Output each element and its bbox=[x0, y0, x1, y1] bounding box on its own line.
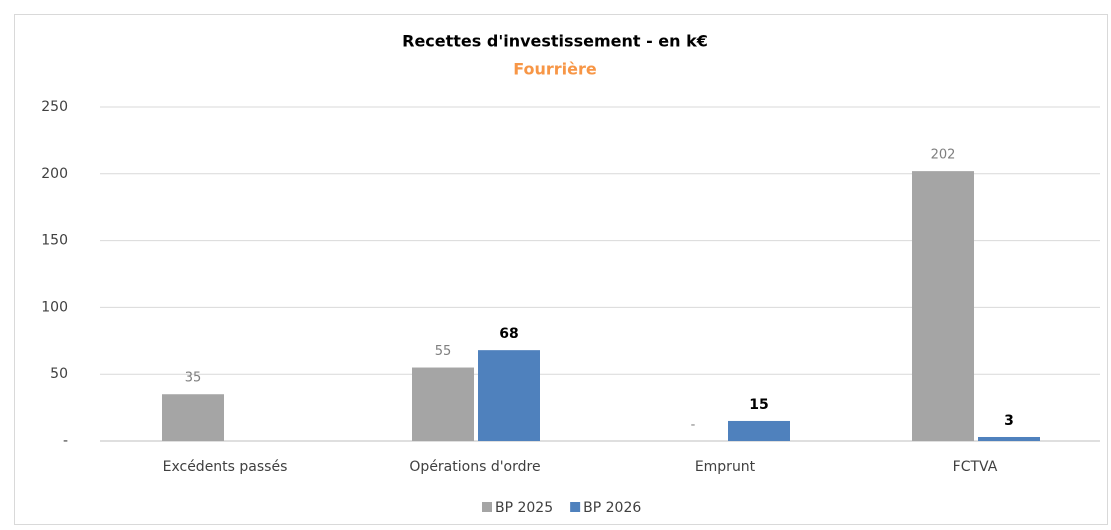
x-tick-label: Emprunt bbox=[695, 459, 756, 475]
y-tick-label: 150 bbox=[41, 233, 68, 249]
chart-subtitle: Fourrière bbox=[513, 60, 597, 79]
value-label: 68 bbox=[499, 326, 518, 342]
y-tick-label: 100 bbox=[41, 299, 68, 315]
x-tick-label: Excédents passés bbox=[163, 459, 288, 475]
bar bbox=[412, 367, 474, 441]
y-tick-label: 50 bbox=[50, 366, 68, 382]
bar bbox=[478, 350, 540, 441]
value-label: 15 bbox=[749, 397, 768, 413]
bar bbox=[728, 420, 790, 441]
y-tick-label: - bbox=[63, 433, 68, 449]
legend-swatch bbox=[482, 502, 492, 512]
legend-label: BP 2025 bbox=[495, 500, 553, 516]
y-tick-label: 250 bbox=[41, 99, 68, 115]
value-label: - bbox=[691, 418, 696, 433]
chart-title: Recettes d'investissement - en k€ bbox=[402, 32, 708, 51]
bar bbox=[978, 436, 1040, 441]
x-tick-label: FCTVA bbox=[953, 459, 998, 475]
bar bbox=[912, 171, 974, 442]
legend-label: BP 2026 bbox=[583, 500, 641, 516]
value-label: 35 bbox=[185, 371, 202, 386]
value-label: 202 bbox=[931, 148, 956, 163]
y-tick-label: 200 bbox=[41, 166, 68, 182]
legend-swatch bbox=[570, 502, 581, 512]
bar bbox=[162, 394, 224, 441]
x-tick-label: Opérations d'ordre bbox=[409, 459, 540, 475]
value-label: 55 bbox=[435, 344, 452, 359]
value-label: 3 bbox=[1004, 413, 1014, 429]
